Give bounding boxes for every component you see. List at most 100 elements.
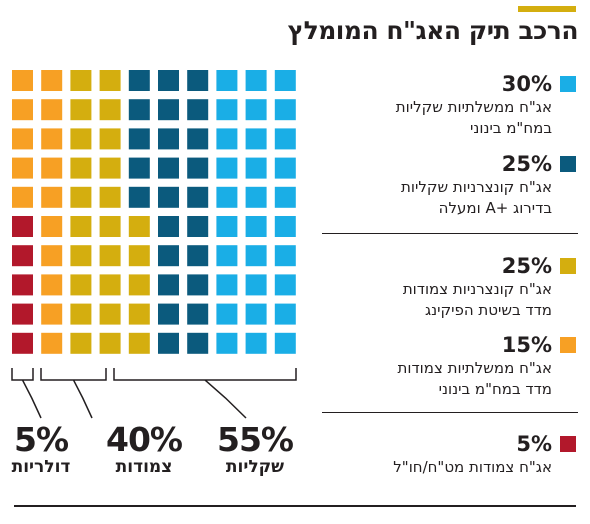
group-bracket (113, 368, 297, 419)
waffle-cell (41, 245, 63, 267)
waffle-cell (216, 274, 238, 296)
waffle-cell (245, 216, 267, 237)
waffle-cell (274, 128, 296, 150)
waffle-cell (245, 186, 267, 208)
waffle-cell (12, 128, 33, 150)
waffle-cell (41, 216, 63, 237)
legend-swatch (560, 258, 576, 274)
legend-percent: 15% (501, 333, 552, 357)
waffle-cell (128, 128, 150, 150)
legend-text: מדד במח"מ בינוני (438, 380, 552, 398)
waffle-cell (99, 303, 121, 325)
waffle-cell (128, 274, 150, 296)
waffle-cell (158, 245, 179, 267)
waffle-cell (128, 216, 150, 237)
waffle-cell (41, 303, 63, 325)
waffle-cell (245, 70, 267, 91)
legend-text: אג"ח ממשלתיות שקליות (395, 98, 552, 116)
waffle-cell (158, 157, 179, 179)
waffle-cell (70, 332, 92, 354)
waffle-cell (274, 332, 296, 354)
waffle-cell (99, 99, 121, 121)
waffle-cell (12, 245, 33, 267)
legend-text: אג"ח קונצרניות שקליות (401, 178, 552, 196)
waffle-cell (128, 186, 150, 208)
total-value: 40% (106, 420, 183, 459)
waffle-cell (158, 332, 179, 354)
waffle-cell (216, 157, 238, 179)
waffle-cell (12, 216, 33, 237)
waffle-cell (216, 186, 238, 208)
legend-text: בדירוג +A ומעלה (438, 199, 552, 217)
waffle-cell (274, 99, 296, 121)
legend-item-foreign: 5% אג"ח צמודות מט"ח/חו"ל (326, 432, 576, 478)
waffle-cell (128, 157, 150, 179)
waffle-cell (245, 274, 267, 296)
waffle-cell (187, 70, 209, 91)
waffle-cell (187, 303, 209, 325)
waffle-cell (216, 70, 238, 91)
waffle-cell (70, 99, 92, 121)
waffle-cell (274, 245, 296, 267)
waffle-cell (216, 332, 238, 354)
waffle-cell (12, 157, 33, 179)
waffle-cell (128, 70, 150, 91)
waffle-cell (70, 128, 92, 150)
legend-percent: 25% (501, 152, 552, 176)
legend-text: מדד בשיטת הפיקינג (424, 301, 552, 319)
waffle-cell (245, 245, 267, 267)
waffle-cell (70, 303, 92, 325)
waffle-cell (245, 303, 267, 325)
waffle-cell (216, 303, 238, 325)
waffle-cell (128, 332, 150, 354)
waffle-cell (41, 186, 63, 208)
waffle-cell (12, 332, 33, 354)
waffle-cell (274, 274, 296, 296)
legend-text: במח"מ בינוני (470, 119, 552, 137)
legend-text: אג"ח קונצרניות צמודות (402, 280, 552, 298)
legend-swatch (560, 156, 576, 172)
waffle-cell (187, 245, 209, 267)
total-label: דולריות (11, 457, 71, 477)
waffle-cell (216, 216, 238, 237)
waffle-cell (187, 128, 209, 150)
waffle-cell (41, 274, 63, 296)
waffle-cell (70, 274, 92, 296)
waffle-cell (99, 245, 121, 267)
total-cpi: 40% צמודות (94, 420, 194, 477)
waffle-cell (187, 99, 209, 121)
waffle-cell (12, 274, 33, 296)
title-accent-bar (518, 6, 576, 12)
legend-percent: 5% (516, 432, 552, 456)
waffle-cell (187, 274, 209, 296)
legend-swatch (560, 76, 576, 92)
waffle-cell (158, 186, 179, 208)
waffle-cell (274, 303, 296, 325)
waffle-cell (12, 186, 33, 208)
group-bracket (40, 368, 107, 419)
waffle-cell (12, 70, 33, 91)
waffle-cell (99, 157, 121, 179)
waffle-cell (99, 70, 121, 91)
total-label: צמודות (115, 457, 173, 477)
waffle-cell (158, 99, 179, 121)
waffle-cell (70, 216, 92, 237)
waffle-cell (158, 128, 179, 150)
waffle-cell (216, 99, 238, 121)
waffle-cell (158, 70, 179, 91)
waffle-cell (128, 245, 150, 267)
waffle-cell (41, 128, 63, 150)
legend-item-corp-fixed: 25% אג"ח קונצרניות שקליות בדירוג +A ומעל… (326, 152, 576, 219)
total-dollar: 5% דולריות (6, 420, 76, 477)
waffle-cell (70, 245, 92, 267)
waffle-cell (70, 70, 92, 91)
legend-percent: 25% (501, 254, 552, 278)
waffle-cell (99, 186, 121, 208)
waffle-cell (245, 99, 267, 121)
waffle-cell (187, 157, 209, 179)
legend-separator (322, 412, 578, 413)
legend-swatch (560, 436, 576, 452)
legend-swatch (560, 337, 576, 353)
waffle-cell (41, 332, 63, 354)
